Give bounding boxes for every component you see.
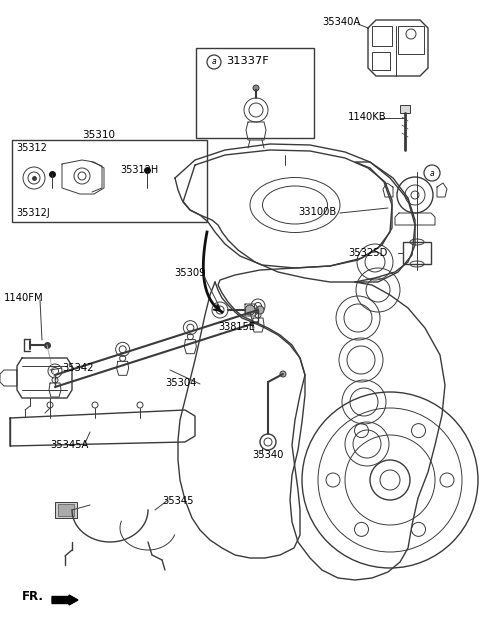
Text: 35340: 35340	[252, 450, 283, 460]
Text: 35312H: 35312H	[120, 165, 158, 175]
Text: 35325D: 35325D	[348, 248, 387, 258]
Bar	[55, 502, 77, 518]
Bar	[196, 48, 314, 138]
Text: 35342: 35342	[62, 363, 94, 373]
Bar	[398, 26, 424, 54]
Text: 33815E: 33815E	[218, 322, 255, 332]
Text: 35312J: 35312J	[16, 208, 50, 218]
FancyArrow shape	[52, 595, 78, 605]
Circle shape	[256, 306, 264, 314]
Circle shape	[253, 85, 259, 91]
Bar	[403, 242, 431, 264]
Text: 35345A: 35345A	[50, 440, 88, 450]
Bar	[372, 52, 390, 70]
Text: a: a	[212, 57, 216, 67]
Text: a: a	[430, 169, 434, 177]
Circle shape	[280, 371, 286, 377]
Text: 1140KB: 1140KB	[348, 112, 386, 122]
Bar	[12, 140, 207, 222]
Circle shape	[245, 305, 255, 315]
Text: 1140FM: 1140FM	[4, 293, 44, 303]
Text: 31337F: 31337F	[226, 56, 269, 66]
Text: FR.: FR.	[22, 590, 44, 603]
Bar	[372, 26, 392, 46]
Text: 35304: 35304	[165, 378, 196, 388]
Text: 33100B: 33100B	[298, 207, 336, 217]
Bar	[58, 504, 74, 516]
Text: 35312: 35312	[16, 143, 47, 153]
Text: 35345: 35345	[162, 496, 193, 506]
Text: 35310: 35310	[82, 130, 115, 140]
Text: 35309: 35309	[174, 268, 205, 278]
Bar	[400, 105, 410, 113]
Text: 35340A: 35340A	[322, 17, 360, 27]
